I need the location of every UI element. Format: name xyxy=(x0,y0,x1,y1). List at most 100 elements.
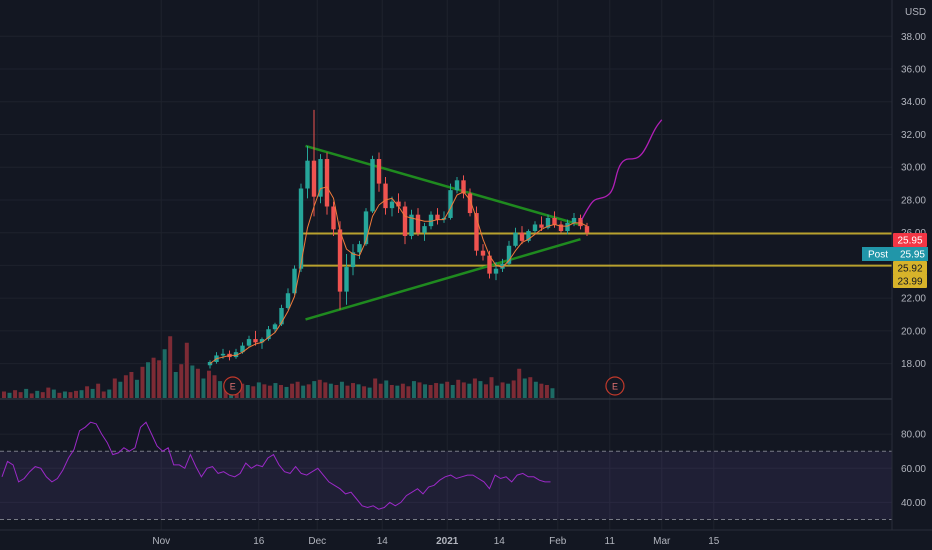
volume-bar xyxy=(301,385,306,398)
candlesticks xyxy=(207,109,590,369)
volume-bar xyxy=(101,391,106,398)
candle-body xyxy=(474,213,479,251)
currency-label: USD xyxy=(905,7,926,18)
volume-bar xyxy=(267,385,272,398)
volume-bar xyxy=(495,385,500,398)
candle-body xyxy=(279,307,284,325)
candle-body xyxy=(409,214,414,236)
candle-body xyxy=(311,160,317,197)
volume-bar xyxy=(345,385,350,398)
volume-bar xyxy=(506,383,511,398)
time-tick-label: Mar xyxy=(653,536,671,547)
trendlines[interactable] xyxy=(305,144,581,321)
volume-bar xyxy=(118,381,123,398)
volume-bar xyxy=(157,360,162,398)
volume-bar xyxy=(539,383,544,398)
volume-bar xyxy=(168,336,173,398)
candle-body xyxy=(396,201,401,207)
time-tick-label: 15 xyxy=(708,536,720,547)
volume-bar xyxy=(212,375,217,398)
position-tag-label: Post xyxy=(868,250,888,261)
price-tick-label: 32.00 xyxy=(901,130,926,141)
candle-body xyxy=(415,214,421,233)
volume-bar xyxy=(478,381,483,398)
volume-bar xyxy=(140,366,145,398)
time-axis[interactable]: Nov 16 Dec 14 2021 14 Feb 11 Mar 15 xyxy=(0,529,932,547)
volume-bar xyxy=(395,385,400,398)
volume-bar xyxy=(450,385,455,398)
candle-body xyxy=(500,263,505,269)
volume-bar xyxy=(367,387,372,398)
price-label-text: 25.92 xyxy=(897,264,922,275)
volume-bar xyxy=(489,377,494,398)
candle-body xyxy=(513,232,518,246)
time-tick-label: 2021 xyxy=(436,536,459,547)
volume-bar xyxy=(68,392,73,398)
candle-body xyxy=(272,324,278,330)
candle-body xyxy=(324,159,330,207)
volume-bar xyxy=(511,380,516,398)
volume-bar xyxy=(13,390,18,398)
volume-bar xyxy=(79,390,84,398)
candle-body xyxy=(539,224,544,228)
candle-body xyxy=(532,224,538,232)
candle-body xyxy=(266,329,271,340)
volume-bar xyxy=(162,349,167,398)
price-tick-label: 34.00 xyxy=(901,97,926,108)
volume-bar xyxy=(472,378,477,398)
volume-bar xyxy=(90,388,95,398)
volume-bar xyxy=(378,383,383,398)
candle-body xyxy=(428,214,434,227)
candle-body xyxy=(376,159,382,184)
volume-bar xyxy=(417,382,422,398)
volume-bar xyxy=(400,383,405,398)
time-tick-label: 16 xyxy=(253,536,265,547)
candle-body xyxy=(253,339,258,343)
price-tick-label: 30.00 xyxy=(901,163,926,174)
volume-bar xyxy=(445,381,450,398)
volume-bar xyxy=(290,383,295,398)
volume-bar xyxy=(279,385,283,398)
time-tick-label: 14 xyxy=(377,536,389,547)
price-axis[interactable]: USD 18.0020.0022.0024.0026.0028.0030.003… xyxy=(862,0,928,530)
volume-bar xyxy=(112,378,117,398)
position-tag[interactable]: Post 25.95 xyxy=(862,247,928,261)
price-tick-label: 36.00 xyxy=(901,65,926,76)
rsi-tick-label: 40.00 xyxy=(901,498,926,509)
projection-path[interactable] xyxy=(581,119,663,220)
rsi-tick-label: 60.00 xyxy=(901,464,926,475)
volume-bar xyxy=(467,383,472,398)
rsi-gridlines xyxy=(0,433,892,503)
time-tick-label: 11 xyxy=(605,536,616,547)
candle-body xyxy=(318,159,323,197)
earnings-marker-circle xyxy=(605,376,625,396)
volume-bar xyxy=(312,381,317,398)
volume-bar xyxy=(456,379,461,398)
rsi-tick-labels: 40.00 60.00 80.00 xyxy=(901,430,926,509)
volume-bar xyxy=(51,389,56,398)
volume-bar xyxy=(528,377,533,398)
candle-body xyxy=(526,231,531,241)
candle-body xyxy=(448,190,453,218)
volume-bar xyxy=(373,378,378,398)
position-tag-box[interactable] xyxy=(862,247,928,261)
time-tick-label: 14 xyxy=(494,536,506,547)
volume-bar xyxy=(339,381,344,398)
candle-body xyxy=(571,217,577,223)
volume-bar xyxy=(406,386,411,398)
price-labels: 25.95 25.92 23.99 xyxy=(893,233,927,288)
rsi-pane[interactable] xyxy=(0,421,892,520)
volume-bar xyxy=(362,386,367,398)
volume-bar xyxy=(134,379,139,398)
volume-bar xyxy=(273,383,278,398)
candle-body xyxy=(344,267,349,292)
candle-body xyxy=(454,180,460,191)
volume-bar xyxy=(256,382,261,398)
horizontal-levels[interactable] xyxy=(299,232,892,267)
volume-bar xyxy=(544,385,549,398)
earnings-marker-label: E xyxy=(612,382,618,392)
